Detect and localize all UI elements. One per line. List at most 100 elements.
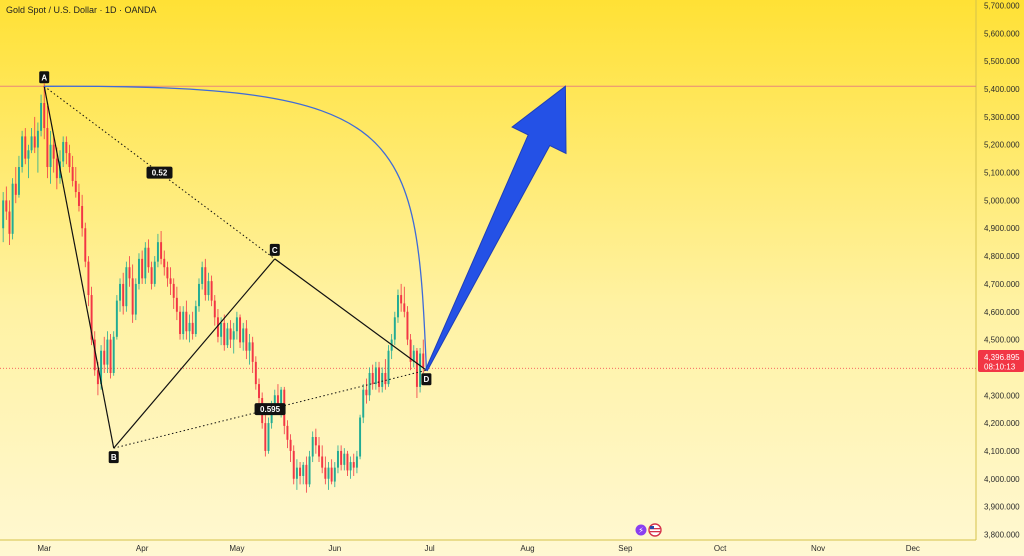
- candle-down: [150, 267, 153, 284]
- candle-up: [359, 417, 362, 457]
- candle-down: [68, 153, 71, 168]
- price-tick-label: 4,300.000: [984, 391, 1020, 400]
- candle-down: [147, 247, 150, 268]
- abcd-pattern-drawing[interactable]: 0.52 0.595 A B C D: [39, 71, 432, 464]
- pattern-leg-line: [113, 258, 276, 449]
- candle-up: [232, 331, 235, 340]
- projection-arc: [44, 85, 428, 371]
- candle-down: [314, 437, 317, 446]
- candle-down: [251, 342, 254, 362]
- price-tick-label: 4,100.000: [984, 447, 1020, 456]
- pattern-point-box: [39, 71, 50, 84]
- candle-up: [2, 200, 5, 229]
- candle-down: [103, 350, 106, 365]
- ratio-label-box: [146, 166, 173, 179]
- candle-down: [384, 372, 387, 385]
- time-tick-label: Apr: [136, 544, 149, 553]
- price-tick-label: 5,500.000: [984, 57, 1020, 66]
- lightning-icon[interactable]: [635, 524, 647, 536]
- candle-down: [406, 311, 409, 340]
- candle-down: [160, 242, 163, 259]
- candle-down: [33, 136, 36, 148]
- candle-down: [239, 317, 242, 343]
- projection-arrow: [424, 85, 567, 372]
- price-tick-label: 4,800.000: [984, 252, 1020, 261]
- candle-up: [30, 136, 33, 151]
- price-tick-label: 4,900.000: [984, 224, 1020, 233]
- price-tick-label: 3,900.000: [984, 503, 1020, 512]
- candle-up: [207, 281, 210, 296]
- price-tick-label: 4,500.000: [984, 336, 1020, 345]
- time-tick-label: Mar: [37, 544, 51, 553]
- time-tick-label: Dec: [906, 544, 920, 553]
- time-axis[interactable]: Mar Apr May Jun Jul Aug Sep Oct Nov Dec: [37, 544, 920, 553]
- candle-down: [400, 295, 403, 304]
- candle-down: [299, 467, 302, 476]
- us-flag-icon[interactable]: [648, 523, 662, 537]
- price-tick-label: 5,300.000: [984, 113, 1020, 122]
- candle-down: [109, 339, 112, 373]
- time-tick-label: Aug: [520, 544, 534, 553]
- candle-up: [327, 467, 330, 479]
- candle-up: [355, 456, 358, 468]
- candle-down: [179, 311, 182, 335]
- price-tick-label: 4,000.000: [984, 475, 1020, 484]
- last-price-tag[interactable]: 4,396.895 08:10:13: [978, 350, 1024, 372]
- candle-down: [264, 423, 267, 451]
- candle-down: [213, 300, 216, 318]
- candle-down: [415, 350, 418, 387]
- time-tick-label: Jun: [328, 544, 341, 553]
- candle-up: [36, 130, 39, 148]
- candle-down: [321, 456, 324, 468]
- candle-down: [65, 141, 68, 154]
- candle-up: [201, 267, 204, 284]
- candle-up: [343, 453, 346, 465]
- candle-down: [210, 281, 213, 301]
- event-icons[interactable]: ⚡: [635, 523, 662, 537]
- chart-title: Gold Spot / U.S. Dollar · 1D · OANDA: [6, 5, 157, 15]
- candle-up: [419, 353, 422, 387]
- candle-up: [115, 300, 118, 337]
- time-tick-label: May: [229, 544, 244, 553]
- candle-down: [229, 328, 232, 340]
- ratio-label: 0.595: [260, 405, 281, 414]
- candle-down: [74, 180, 77, 193]
- pattern-point-label: D: [424, 375, 430, 384]
- candle-down: [71, 167, 74, 181]
- candle-down: [378, 367, 381, 387]
- candle-down: [43, 102, 46, 129]
- ratio-label: 0.52: [152, 169, 168, 178]
- candle-down: [24, 136, 27, 159]
- price-tick-label: 5,700.000: [984, 2, 1020, 11]
- candle-up: [112, 336, 115, 373]
- pattern-point-box: [269, 243, 280, 256]
- candle-up: [62, 141, 65, 162]
- time-tick-label: Sep: [618, 544, 633, 553]
- candle-down: [346, 453, 349, 471]
- price-tick-label: 5,600.000: [984, 29, 1020, 38]
- candle-down: [172, 283, 175, 298]
- candle-down: [330, 467, 333, 482]
- candle-down: [403, 303, 406, 312]
- price-tick-label: 4,200.000: [984, 419, 1020, 428]
- resistance-level-line[interactable]: [0, 85, 976, 369]
- us-flag-canton: [650, 526, 654, 529]
- candle-down: [169, 278, 172, 284]
- candle-down: [340, 450, 343, 465]
- pattern-leg-line: [274, 258, 427, 371]
- candle-up: [134, 283, 137, 315]
- candle-down: [55, 158, 58, 179]
- candle-up: [393, 317, 396, 340]
- candle-up: [106, 339, 109, 365]
- candle-down: [258, 384, 260, 399]
- candle-up: [27, 150, 30, 159]
- candle-down: [163, 258, 166, 268]
- candle-down: [216, 317, 219, 337]
- pattern-point-box: [108, 451, 119, 464]
- candle-down: [318, 445, 320, 457]
- projection-arrow-drawing[interactable]: [44, 85, 567, 372]
- pattern-point-label: B: [111, 453, 117, 462]
- candle-down: [93, 339, 96, 371]
